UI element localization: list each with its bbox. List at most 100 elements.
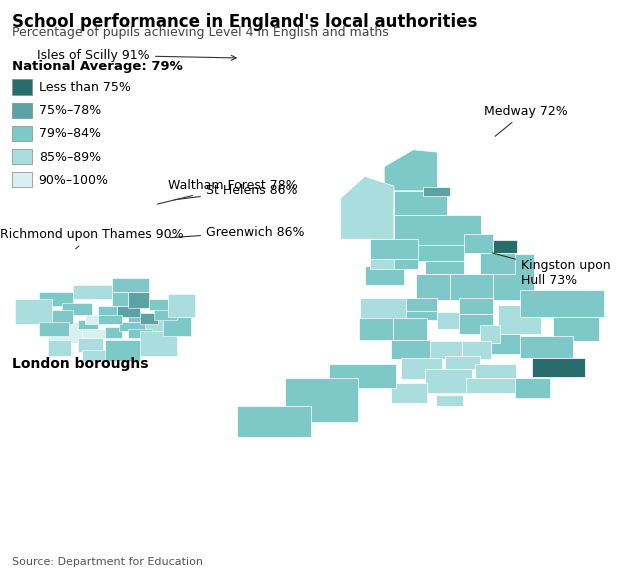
Polygon shape	[329, 364, 396, 388]
Polygon shape	[168, 294, 195, 317]
Polygon shape	[99, 306, 117, 317]
FancyBboxPatch shape	[12, 79, 32, 95]
Text: 75%–78%: 75%–78%	[39, 104, 101, 117]
Polygon shape	[449, 274, 493, 300]
Polygon shape	[39, 292, 73, 306]
Polygon shape	[39, 322, 69, 336]
Polygon shape	[360, 298, 406, 324]
Polygon shape	[384, 150, 437, 191]
FancyBboxPatch shape	[12, 103, 32, 118]
Polygon shape	[105, 340, 140, 361]
Polygon shape	[393, 318, 427, 340]
Polygon shape	[140, 313, 158, 324]
Polygon shape	[369, 259, 394, 269]
Polygon shape	[82, 350, 108, 361]
Text: 79%–84%: 79%–84%	[39, 128, 100, 140]
Polygon shape	[394, 259, 418, 269]
Polygon shape	[82, 329, 105, 338]
Polygon shape	[78, 338, 103, 352]
Polygon shape	[498, 304, 542, 333]
Text: School performance in England's local authorities: School performance in England's local au…	[12, 13, 478, 31]
Polygon shape	[52, 310, 73, 324]
FancyBboxPatch shape	[12, 172, 32, 187]
Polygon shape	[204, 434, 216, 438]
Polygon shape	[430, 341, 462, 359]
FancyBboxPatch shape	[12, 126, 32, 141]
Text: Less than 75%: Less than 75%	[39, 81, 130, 94]
Polygon shape	[105, 327, 122, 338]
Polygon shape	[459, 298, 493, 314]
Polygon shape	[48, 340, 71, 357]
Text: National Average: 79%: National Average: 79%	[12, 60, 183, 72]
Text: Kingston upon
Hull 73%: Kingston upon Hull 73%	[492, 253, 611, 287]
Polygon shape	[416, 245, 464, 261]
Polygon shape	[480, 253, 515, 274]
Polygon shape	[520, 336, 573, 358]
Polygon shape	[85, 315, 99, 324]
Polygon shape	[129, 329, 152, 338]
Polygon shape	[426, 261, 464, 274]
Polygon shape	[341, 176, 394, 239]
Polygon shape	[445, 356, 480, 369]
Polygon shape	[236, 406, 311, 437]
Polygon shape	[462, 341, 490, 359]
Polygon shape	[154, 306, 177, 320]
Polygon shape	[520, 290, 604, 317]
Polygon shape	[16, 299, 52, 324]
Text: Source: Department for Education: Source: Department for Education	[12, 557, 203, 567]
Text: St Helens 86%: St Helens 86%	[174, 184, 298, 200]
Polygon shape	[459, 314, 493, 333]
Polygon shape	[466, 379, 515, 393]
FancyBboxPatch shape	[12, 149, 32, 164]
Polygon shape	[145, 317, 175, 331]
Polygon shape	[406, 311, 437, 321]
Polygon shape	[117, 306, 140, 317]
Polygon shape	[532, 358, 585, 377]
Polygon shape	[369, 239, 418, 259]
Text: 90%–100%: 90%–100%	[39, 174, 109, 187]
Text: Richmond upon Thames 90%: Richmond upon Thames 90%	[0, 229, 183, 249]
Text: 85%–89%: 85%–89%	[39, 151, 101, 164]
Polygon shape	[62, 303, 92, 315]
Text: London boroughs: London boroughs	[12, 357, 149, 371]
Polygon shape	[423, 187, 449, 195]
Polygon shape	[359, 318, 393, 340]
Polygon shape	[515, 379, 550, 398]
Polygon shape	[87, 315, 122, 324]
Polygon shape	[119, 322, 147, 331]
Polygon shape	[437, 312, 459, 329]
Polygon shape	[73, 285, 112, 299]
Polygon shape	[129, 315, 149, 322]
Polygon shape	[129, 292, 149, 308]
Polygon shape	[475, 364, 516, 379]
Polygon shape	[48, 322, 85, 343]
Polygon shape	[112, 278, 149, 292]
Polygon shape	[394, 191, 447, 215]
Polygon shape	[78, 320, 99, 329]
Polygon shape	[140, 331, 177, 357]
Polygon shape	[493, 253, 534, 300]
Polygon shape	[391, 340, 430, 359]
Text: Medway 72%: Medway 72%	[484, 105, 567, 136]
Polygon shape	[490, 334, 520, 354]
Polygon shape	[285, 379, 358, 422]
Polygon shape	[480, 325, 500, 343]
Polygon shape	[406, 298, 437, 312]
Polygon shape	[163, 317, 191, 336]
Polygon shape	[394, 215, 481, 246]
Polygon shape	[112, 292, 129, 306]
Polygon shape	[416, 274, 449, 300]
Text: Greenwich 86%: Greenwich 86%	[170, 226, 305, 238]
Polygon shape	[493, 240, 517, 253]
Polygon shape	[401, 358, 442, 379]
Polygon shape	[553, 317, 600, 341]
Text: Percentage of pupils achieving Level 4 in English and maths: Percentage of pupils achieving Level 4 i…	[12, 26, 389, 38]
Polygon shape	[365, 266, 404, 285]
Polygon shape	[464, 234, 493, 253]
Polygon shape	[149, 299, 168, 310]
Text: Waltham Forest 78%: Waltham Forest 78%	[157, 179, 298, 204]
Polygon shape	[426, 369, 472, 393]
Text: Isles of Scilly 91%: Isles of Scilly 91%	[37, 49, 236, 61]
Polygon shape	[436, 395, 462, 406]
Polygon shape	[391, 383, 427, 403]
